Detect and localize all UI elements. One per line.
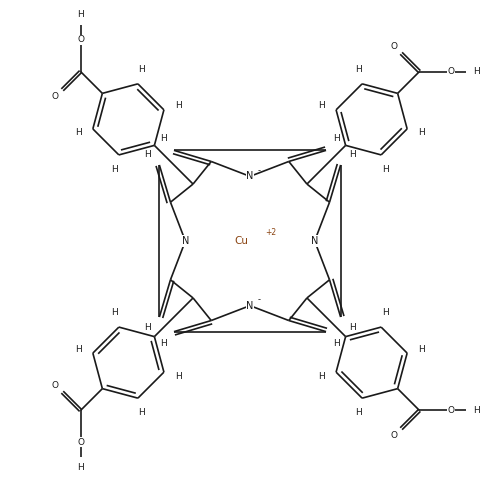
Text: H: H — [75, 128, 82, 137]
Text: Cu: Cu — [234, 236, 248, 246]
Text: N: N — [311, 236, 318, 246]
Text: H: H — [382, 308, 388, 317]
Text: H: H — [160, 339, 167, 348]
Text: O: O — [390, 42, 398, 51]
Text: O: O — [448, 406, 454, 415]
Text: H: H — [318, 102, 325, 110]
Text: H: H — [355, 65, 362, 74]
Text: O: O — [448, 67, 454, 76]
Text: O: O — [52, 381, 59, 389]
Text: H: H — [144, 323, 150, 332]
Text: -: - — [258, 295, 260, 304]
Text: H: H — [144, 150, 150, 159]
Text: O: O — [52, 93, 59, 101]
Text: -: - — [258, 166, 260, 175]
Text: H: H — [138, 65, 145, 74]
Text: H: H — [112, 308, 118, 317]
Text: N: N — [246, 172, 254, 181]
Text: O: O — [77, 35, 84, 44]
Text: H: H — [350, 150, 356, 159]
Text: H: H — [350, 323, 356, 332]
Text: H: H — [418, 128, 425, 137]
Text: H: H — [333, 134, 340, 143]
Text: H: H — [418, 345, 425, 354]
Text: H: H — [77, 11, 84, 19]
Text: O: O — [390, 431, 398, 440]
Text: +2: +2 — [266, 228, 276, 237]
Text: O: O — [77, 438, 84, 447]
Text: N: N — [182, 236, 189, 246]
Text: N: N — [246, 301, 254, 310]
Text: H: H — [175, 372, 182, 380]
Text: H: H — [382, 165, 388, 174]
Text: H: H — [138, 408, 145, 417]
Text: H: H — [75, 345, 82, 354]
Text: H: H — [160, 134, 167, 143]
Text: H: H — [112, 165, 118, 174]
Text: H: H — [77, 463, 84, 471]
Text: H: H — [175, 102, 182, 110]
Text: H: H — [333, 339, 340, 348]
Text: H: H — [472, 67, 480, 76]
Text: H: H — [318, 372, 325, 380]
Text: H: H — [355, 408, 362, 417]
Text: H: H — [472, 406, 480, 415]
